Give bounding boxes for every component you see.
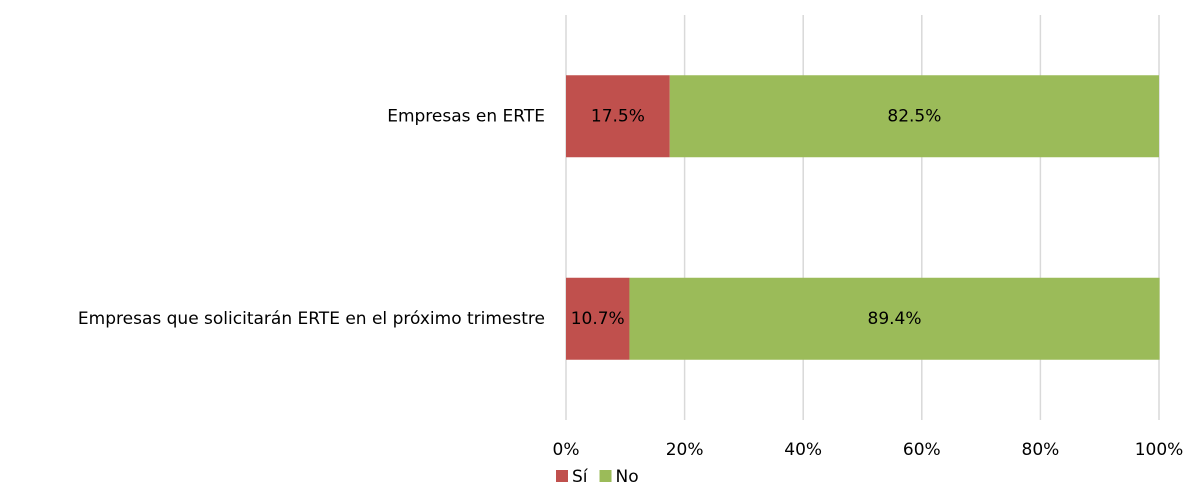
x-tick-label: 60% [903, 440, 941, 460]
x-tick-label: 40% [784, 440, 822, 460]
legend-label: Sí [572, 467, 589, 487]
bar-segment [566, 277, 630, 360]
data-label: 17.5% [591, 106, 645, 126]
x-tick-label: 20% [666, 440, 704, 460]
x-tick-label: 100% [1135, 440, 1184, 460]
bar-segment [566, 75, 670, 158]
legend-swatch [556, 470, 568, 482]
data-label: 89.4% [868, 309, 922, 329]
bar-segment [629, 277, 1160, 360]
data-label: 82.5% [887, 106, 941, 126]
x-tick-label: 80% [1022, 440, 1060, 460]
bar-segment [669, 75, 1159, 158]
x-tick-label: 0% [553, 440, 580, 460]
legend-swatch [599, 470, 612, 482]
y-tick-label: Empresas que solicitarán ERTE en el próx… [78, 309, 545, 329]
y-tick-label: Empresas en ERTE [387, 106, 545, 126]
legend-label: No [616, 467, 639, 487]
data-label: 10.7% [571, 309, 625, 329]
